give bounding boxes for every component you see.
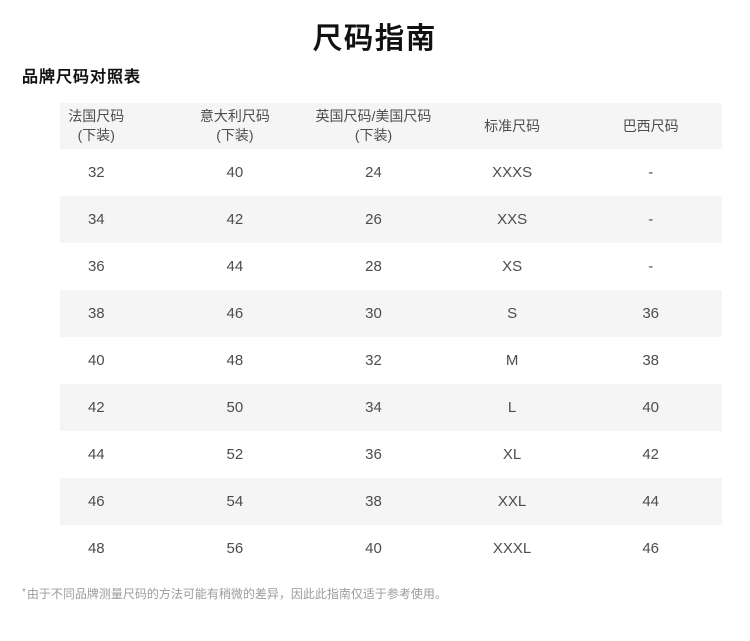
size-guide-page: 尺码指南 品牌尺码对照表 法国尺码 (下装) 意大利尺码 (下装) 英国尺码/美国尺码 (… bbox=[0, 24, 750, 602]
column-header-label: 法国尺码 bbox=[68, 108, 125, 124]
table-row-cols: 46 54 38 XXL 44 bbox=[60, 478, 720, 525]
table-row: 38 46 30 S 36 bbox=[60, 290, 722, 337]
column-header-5: 巴西尺码 bbox=[581, 117, 720, 136]
table-cell: 32 bbox=[87, 164, 105, 181]
table-cell: 38 bbox=[365, 493, 382, 510]
table-cell: 30 bbox=[365, 305, 382, 322]
table-cell: 42 bbox=[87, 399, 105, 416]
table-row: 36 44 28 XS - bbox=[60, 243, 722, 290]
table-row-cols: 38 46 30 S 36 bbox=[60, 290, 720, 337]
table-cell: 26 bbox=[365, 211, 382, 228]
column-header-1: 法国尺码 (下装) bbox=[60, 107, 166, 145]
table-header-cols: 法国尺码 (下装) 意大利尺码 (下装) 英国尺码/美国尺码 (下装) 标准尺码 巴西尺码 bbox=[60, 103, 720, 149]
table-cell: 54 bbox=[226, 493, 244, 510]
column-header-label: 巴西尺码 bbox=[622, 117, 679, 134]
table-cell: 40 bbox=[226, 164, 244, 181]
table-cell: L bbox=[507, 399, 517, 416]
table-row: 44 52 36 XL 42 bbox=[60, 431, 722, 478]
table-row: 48 56 40 XXXL 46 bbox=[60, 525, 722, 572]
table-cell: M bbox=[505, 352, 519, 369]
column-header-label: 标准尺码 bbox=[484, 117, 541, 134]
column-header-4: 标准尺码 bbox=[443, 117, 582, 136]
table-cell: 40 bbox=[642, 399, 660, 416]
table-cell: 44 bbox=[226, 258, 244, 275]
table-row: 32 40 24 XXXS - bbox=[60, 149, 722, 196]
table-cell: XL bbox=[502, 446, 522, 463]
column-header-sublabel: (下装) bbox=[354, 127, 393, 143]
table-cell: 38 bbox=[642, 352, 660, 369]
table-cell: 36 bbox=[642, 305, 660, 322]
table-cell: 36 bbox=[87, 258, 105, 275]
column-header-2: 意大利尺码 (下装) bbox=[166, 107, 305, 145]
footnote-asterisk: * bbox=[22, 587, 26, 598]
table-cell: - bbox=[648, 211, 654, 228]
table-cell: 52 bbox=[226, 446, 244, 463]
table-cell: XXL bbox=[497, 493, 527, 510]
table-cell: 48 bbox=[87, 540, 105, 557]
column-header-label: 意大利尺码 bbox=[199, 108, 270, 124]
table-cell: - bbox=[648, 258, 654, 275]
table-cell: 38 bbox=[87, 305, 105, 322]
table-cell: 34 bbox=[87, 211, 105, 228]
table-cell: 34 bbox=[365, 399, 382, 416]
table-cell: 40 bbox=[365, 540, 382, 557]
column-header-sublabel: (下装) bbox=[216, 127, 254, 143]
table-row-cols: 48 56 40 XXXL 46 bbox=[60, 525, 720, 572]
section-title: 品牌尺码对照表 bbox=[22, 69, 142, 86]
table-cell: XXXS bbox=[492, 164, 533, 181]
table-body: 32 40 24 XXXS -34 42 26 XXS -36 44 28 XS -38 46 30 S 36 4… bbox=[60, 149, 722, 572]
table-cell: XXXL bbox=[492, 540, 532, 557]
table-row-cols: 34 42 26 XXS - bbox=[60, 196, 720, 243]
table-header-row: 法国尺码 (下装) 意大利尺码 (下装) 英国尺码/美国尺码 (下装) 标准尺码 巴西尺码 bbox=[60, 103, 722, 149]
table-cell: 24 bbox=[365, 164, 382, 181]
table-cell: 28 bbox=[365, 258, 382, 275]
table-row-cols: 42 50 34 L 40 bbox=[60, 384, 720, 431]
table-cell: XS bbox=[502, 258, 523, 275]
table-cell: 44 bbox=[642, 493, 660, 510]
table-cell: 46 bbox=[226, 305, 244, 322]
table-cell: 42 bbox=[642, 446, 660, 463]
table-cell: XXS bbox=[497, 211, 528, 228]
table-row: 34 42 26 XXS - bbox=[60, 196, 722, 243]
table-row: 42 50 34 L 40 bbox=[60, 384, 722, 431]
table-row-cols: 40 48 32 M 38 bbox=[60, 337, 720, 384]
table-cell: 48 bbox=[226, 352, 244, 369]
table-cell: 46 bbox=[642, 540, 660, 557]
table-cell: 50 bbox=[226, 399, 244, 416]
table-cell: 56 bbox=[226, 540, 244, 557]
table-row-cols: 36 44 28 XS - bbox=[60, 243, 720, 290]
table-cell: - bbox=[648, 164, 654, 181]
column-header-sublabel: (下装) bbox=[77, 127, 115, 143]
table-cell: 44 bbox=[87, 446, 105, 463]
table-cell: 40 bbox=[87, 352, 105, 369]
table-row-cols: 32 40 24 XXXS - bbox=[60, 149, 720, 196]
table-row-cols: 44 52 36 XL 42 bbox=[60, 431, 720, 478]
footnote: *由于不同品牌测量尺码的方法可能有稍微的差异，因此此指南仅适于参考使用。 bbox=[22, 585, 750, 602]
table-cell: 36 bbox=[365, 446, 382, 463]
table-cell: 42 bbox=[226, 211, 244, 228]
table-cell: S bbox=[507, 305, 518, 322]
table-row: 46 54 38 XXL 44 bbox=[60, 478, 722, 525]
table-cell: 46 bbox=[87, 493, 105, 510]
brand-size-table: 法国尺码 (下装) 意大利尺码 (下装) 英国尺码/美国尺码 (下装) 标准尺码 巴西尺码 3… bbox=[60, 103, 722, 572]
page-title: 尺码指南 bbox=[312, 23, 437, 55]
column-header-3: 英国尺码/美国尺码 (下装) bbox=[304, 107, 443, 145]
table-row: 40 48 32 M 38 bbox=[60, 337, 722, 384]
footnote-text: 由于不同品牌测量尺码的方法可能有稍微的差异，因此此指南仅适于参考使用。 bbox=[26, 587, 447, 601]
column-header-label: 英国尺码/美国尺码 bbox=[315, 108, 432, 124]
table-cell: 32 bbox=[365, 352, 382, 369]
